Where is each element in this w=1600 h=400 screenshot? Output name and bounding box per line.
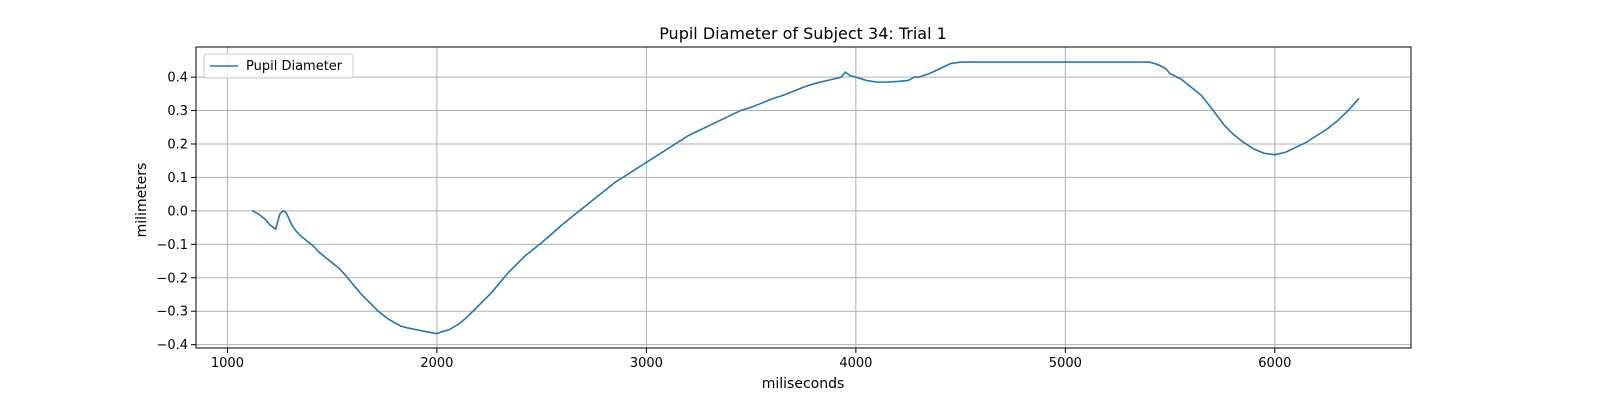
y-tick-label: 0.1 [167,171,188,186]
x-tick-label: 1000 [211,356,244,371]
y-tick-label: 0.2 [167,137,188,152]
y-tick-label: −0.1 [156,238,188,253]
y-tick-label: −0.3 [156,305,188,320]
legend-label: Pupil Diameter [246,59,343,74]
y-tick-label: −0.4 [156,338,188,353]
y-axis-title: milimeters [134,163,150,238]
chart-title: Pupil Diameter of Subject 34: Trial 1 [659,24,947,43]
tick-labels: 1000 2000 3000 4000 5000 6000 −0.4 −0.3 −0.2 −0.1… [156,71,1291,371]
y-tick-label: 0.0 [167,204,188,219]
x-tick-label: 4000 [839,356,872,371]
legend: Pupil Diameter [203,53,354,79]
x-tick-label: 3000 [630,356,663,371]
x-axis-title: miliseconds [762,376,845,392]
x-tick-label: 5000 [1049,356,1082,371]
plot-frame [195,46,1412,349]
series-line-0 [251,61,1360,335]
y-tick-label: −0.2 [156,271,188,286]
series-layer [251,61,1360,335]
tick-marks [191,76,1276,353]
x-tick-label: 2000 [420,356,453,371]
grid-lines [196,47,1411,348]
x-tick-label: 6000 [1258,356,1291,371]
y-tick-label: 0.4 [167,71,188,86]
legend-box [203,53,354,79]
y-tick-label: 0.3 [167,104,188,119]
